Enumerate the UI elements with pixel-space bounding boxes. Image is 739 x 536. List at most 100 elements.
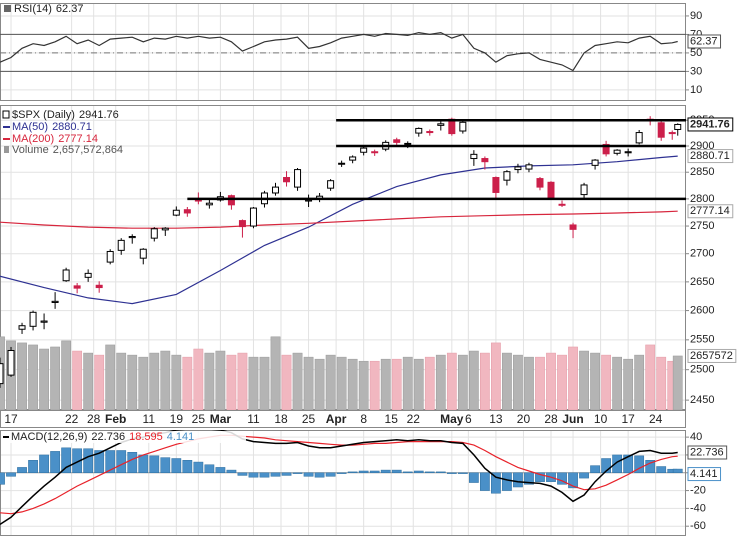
histogram-bar [645,460,656,474]
x-tick-label: 20 [517,412,531,426]
plot-area [0,31,686,72]
histogram-bar [226,469,237,474]
histogram-bar [105,450,116,474]
x-tick-label: 11 [247,412,260,426]
volume-bar [204,352,215,410]
candle-body [635,132,643,144]
volume-bar [590,352,600,410]
legend-text: 18.595 [129,431,163,443]
candle-body [613,149,621,154]
candle-body [437,123,445,126]
candle-body [40,320,48,323]
histogram-bar [6,472,16,477]
y-tick-label: 2900 [690,140,714,152]
candle-body [128,235,136,239]
volume-bar [303,356,314,410]
y-tick-label: 30 [690,65,702,77]
volume-bar [634,354,645,410]
candle-body [117,239,125,251]
legend-icon [4,5,11,12]
volume-bar [513,354,523,410]
histogram-bar [336,472,347,474]
value-box [687,445,728,460]
volume-bar [546,352,556,410]
candle-body [360,147,368,153]
histogram-bar [160,457,171,474]
y-tick-label: 2650 [690,276,714,288]
histogram-bar [83,448,94,474]
y-tick-label: 50 [690,47,702,59]
histogram-bar [413,470,424,474]
legend-text: 4.141 [167,431,195,443]
x-tick-label: 8 [360,412,367,426]
y-tick-label: 2600 [690,304,714,316]
histogram-bar [281,472,292,476]
y-tick-label: 90 [690,10,702,22]
volume-bar [314,358,325,410]
candle-body [624,151,632,154]
volume-bar [672,355,683,410]
volume-bar [248,356,259,410]
volume-bar [270,336,281,410]
candle-body [227,195,235,206]
candle-body [349,156,357,161]
volume-bar [149,352,160,410]
legend-icon [2,110,10,119]
candle-body [150,228,158,239]
candle-body [525,164,533,170]
y-tick-label: 2750 [690,220,714,232]
y-tick-label: 2700 [690,248,714,260]
candle-body [481,158,489,163]
volume-bar [215,350,226,410]
candle-body [18,325,26,330]
candle-body [503,171,511,181]
y-tick-label: 40 [690,431,702,443]
legend-icon [4,146,9,153]
candle-body [536,178,544,188]
candle-body [415,127,423,134]
volume-bar [17,342,27,410]
histogram-bar [127,452,138,474]
volume-bar [369,360,380,410]
candle-body [404,142,412,145]
volume-bar [292,352,303,410]
candle-body [172,209,180,216]
legend-text: $SPX (Daily) [12,109,75,121]
histogram-bar [435,471,446,474]
volume-bar [656,356,667,410]
histogram-bar [39,454,49,474]
x-tick-label: 13 [489,412,503,426]
legend-text: MA(50) [12,121,48,133]
value-label: 62.37 [690,35,718,47]
legend-text: RSI(14) [14,3,52,15]
volume-bar [138,356,149,410]
candle-body [558,203,566,206]
x-tick-label: 22 [407,412,421,426]
histogram-bar [61,447,71,474]
candle-body [459,121,467,132]
volume-bar [491,342,501,410]
candle-body [106,250,114,263]
histogram-bar [193,461,204,474]
x-tick-label: Jun [562,412,583,426]
histogram-bar [171,458,182,474]
x-tick-label: Feb [105,412,126,426]
signal-line [0,434,678,515]
histogram-bar [303,472,314,477]
volume-bar [424,356,435,410]
plot-area [0,116,686,410]
volume-bar [61,340,71,410]
volume-bar [182,356,193,410]
moving-average [0,155,678,305]
histogram-bar [557,472,567,485]
histogram-bar [590,465,600,474]
candle-body [183,209,191,214]
candle-body [657,122,665,138]
legend-text: MA(200) [12,133,54,145]
histogram-bar [457,472,468,474]
value-box [687,149,734,164]
legend-text: 2880.71 [52,121,92,133]
candle-body [668,132,676,135]
histogram-bar [524,472,534,485]
histogram-bar [424,471,435,474]
